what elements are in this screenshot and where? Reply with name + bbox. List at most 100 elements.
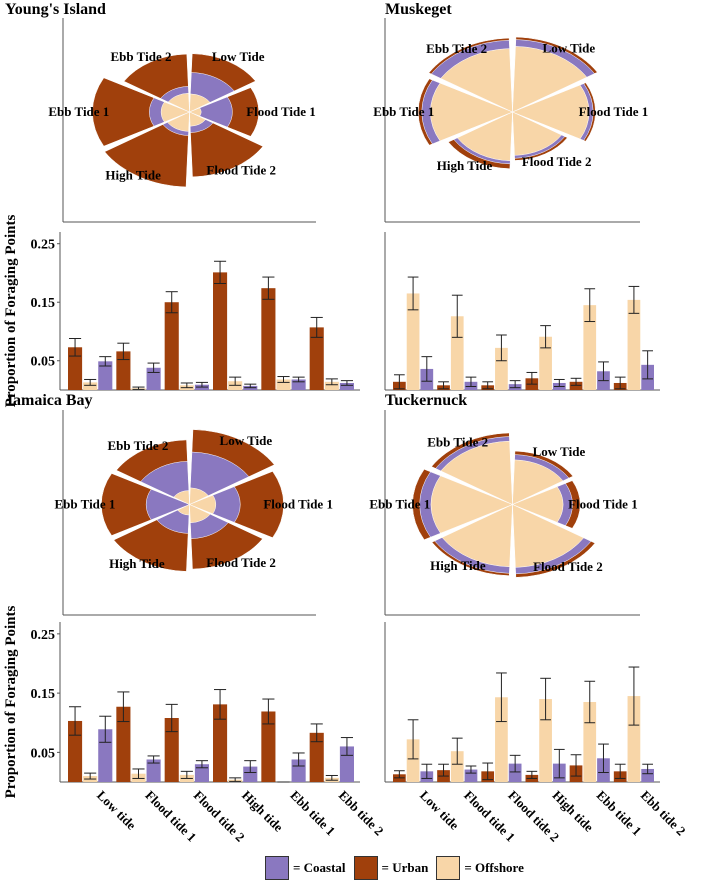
rose-label: Ebb Tide 2: [427, 435, 488, 450]
legend-offshore: = Offshore: [436, 856, 524, 880]
bar-urban: [213, 704, 228, 782]
rose-sector-offshore: [430, 475, 514, 534]
bar-urban: [261, 288, 276, 390]
bar-offshore: [450, 751, 464, 782]
x-tick-label: Flood tide 1: [142, 788, 199, 845]
bar-urban: [309, 732, 324, 782]
rose-label: High Tide: [437, 158, 493, 173]
bar-coastal: [291, 379, 306, 390]
rose-label: Flood Tide 1: [568, 497, 638, 512]
rose-sector-offshore: [456, 111, 513, 162]
x-tick-label: Ebb tide 2: [638, 788, 689, 839]
rose-label: Low Tide: [533, 444, 586, 459]
legend: = Coastal = Urban = Offshore: [265, 856, 532, 880]
bar-urban: [261, 711, 276, 782]
rose-sector-urban: [104, 111, 190, 188]
rose-label: High Tide: [109, 556, 165, 571]
bar-offshore: [495, 347, 508, 390]
y-tick-label: 0.15: [31, 687, 56, 702]
bar-offshore: [627, 299, 641, 390]
x-tick-label: Low tide: [417, 788, 462, 833]
rose-sector-urban: [101, 473, 191, 536]
rose-sector-offshore: [512, 504, 585, 568]
y-tick-label: 0.05: [31, 746, 56, 761]
bar-urban: [68, 347, 83, 390]
bar-offshore: [406, 293, 420, 390]
rose-sector-offshore: [511, 486, 564, 523]
bar-urban: [116, 706, 131, 782]
rose-sector-offshore: [167, 111, 190, 132]
rose-label: Ebb Tide 1: [373, 104, 434, 119]
rose-sector-offshore: [177, 504, 190, 516]
rose-sector-coastal: [188, 96, 233, 128]
bar-offshore: [583, 305, 597, 390]
rose-label: Ebb Tide 1: [369, 497, 430, 512]
legend-label: = Offshore: [464, 860, 524, 875]
bar-coastal: [98, 361, 113, 390]
rose-sector-coastal: [189, 451, 250, 505]
bar-offshore: [83, 382, 98, 390]
rose-sector-offshore: [189, 111, 206, 127]
bar-offshore: [583, 702, 597, 782]
y-tick-label: 0.25: [31, 238, 56, 253]
x-tick-label: Flood tide 2: [191, 788, 248, 845]
legend-coastal: = Coastal: [265, 856, 346, 880]
bar-offshore: [495, 697, 508, 782]
offshore-swatch: [436, 856, 461, 880]
bar-coastal: [146, 367, 161, 390]
bar-coastal: [508, 763, 522, 782]
rose-label: Ebb Tide 1: [48, 104, 109, 119]
bar-coastal: [194, 764, 209, 782]
rose-sector-offshore: [430, 82, 514, 142]
y-tick-label: 0.25: [31, 628, 56, 643]
rose-sector-offshore: [511, 84, 590, 140]
panel-title: Tuckernuck: [385, 392, 467, 409]
urban-swatch: [353, 856, 378, 880]
bar-urban: [213, 272, 228, 390]
x-tick-label: Ebb tide 1: [287, 788, 338, 839]
rose-sector-urban: [92, 77, 191, 147]
rose-label: High Tide: [105, 168, 161, 183]
bar-urban: [309, 327, 324, 390]
rose-label: Flood Tide 1: [263, 497, 333, 512]
legend-label: = Urban: [381, 860, 429, 875]
rose-label: High Tide: [430, 558, 486, 573]
rose-label: Ebb Tide 1: [54, 497, 115, 512]
rose-sector-offshore: [512, 46, 588, 113]
rose-sector-offshore: [189, 504, 211, 524]
y-tick-label: 0.05: [31, 355, 56, 370]
rose-sector-offshore: [512, 459, 564, 505]
coastal-swatch: [265, 856, 289, 880]
rose-label: Ebb Tide 2: [111, 49, 172, 64]
bar-coastal: [291, 759, 306, 782]
rose-sector-offshore: [512, 111, 562, 156]
legend-label: = Coastal: [293, 860, 346, 875]
rose-sector-offshore: [189, 93, 211, 113]
bar-offshore: [450, 316, 464, 390]
x-tick-label: High tide: [239, 788, 286, 835]
y-tick-label: 0.15: [31, 296, 56, 311]
bar-coastal: [339, 382, 354, 390]
rose-label: Flood Tide 2: [522, 154, 592, 169]
rose-sector-urban: [189, 111, 264, 178]
bar-coastal: [243, 766, 258, 782]
rose-sector-offshore: [160, 101, 191, 123]
rose-sector-coastal: [145, 488, 191, 521]
rose-sector-offshore: [188, 107, 202, 117]
rose-label: Low Tide: [212, 49, 265, 64]
figure: Young's Island Low Tide Flood Tide 1 Flood …: [3, 1, 689, 845]
bar-offshore: [324, 381, 339, 390]
bar-coastal: [146, 759, 161, 782]
rose-label: Ebb Tide 2: [426, 41, 487, 56]
bar-offshore: [276, 379, 291, 390]
bar-coastal: [641, 768, 654, 782]
rose-sector-offshore: [167, 92, 190, 113]
x-tick-label: Low tide: [94, 788, 139, 833]
rose-label: Flood Tide 2: [206, 162, 276, 177]
rose-sector-offshore: [189, 487, 209, 505]
x-tick-label: Ebb tide 1: [594, 788, 645, 839]
rose-label: Low Tide: [220, 433, 273, 448]
bar-urban: [569, 381, 583, 390]
bar-urban: [164, 302, 179, 390]
rose-label: Low Tide: [543, 40, 596, 55]
